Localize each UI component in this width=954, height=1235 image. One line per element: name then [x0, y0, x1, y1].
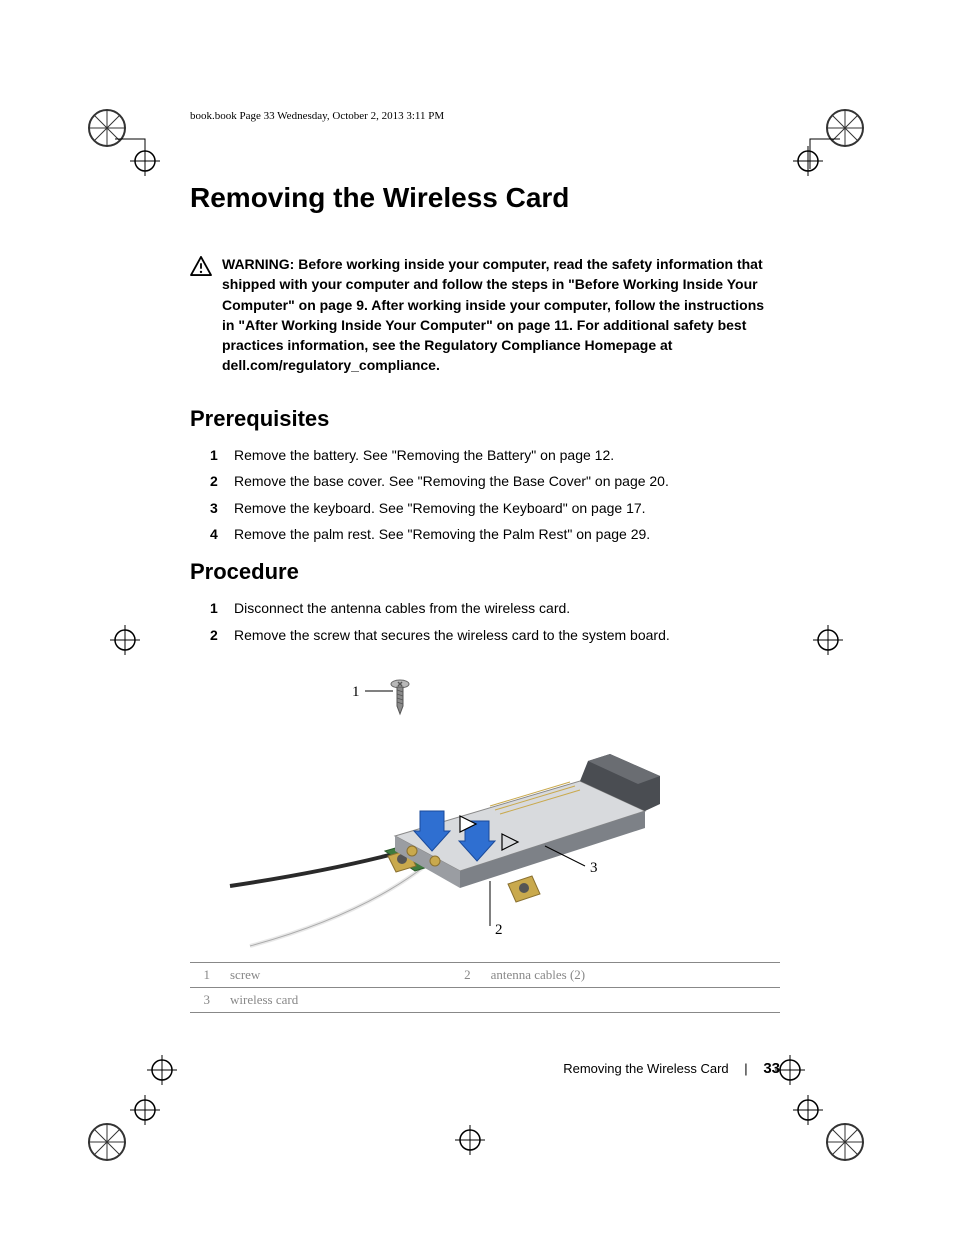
running-head: book.book Page 33 Wednesday, October 2, … — [190, 110, 780, 122]
procedure-list: 1Disconnect the antenna cables from the … — [190, 597, 780, 646]
crosshair-icon — [110, 625, 140, 655]
page-number: 33 — [763, 1060, 780, 1077]
page-content: book.book Page 33 Wednesday, October 2, … — [190, 110, 780, 1013]
page-title: Removing the Wireless Card — [190, 182, 780, 214]
footer-title: Removing the Wireless Card — [563, 1061, 728, 1076]
list-item: 2Remove the screw that secures the wirel… — [210, 624, 780, 646]
warning-text: WARNING: Before working inside your comp… — [222, 254, 780, 376]
crosshair-icon — [793, 1095, 823, 1125]
callout-3: 3 — [590, 860, 598, 876]
list-item: 3Remove the keyboard. See "Removing the … — [210, 497, 780, 519]
warning-icon — [190, 256, 212, 281]
wireless-card-diagram: 1 2 3 — [190, 656, 780, 956]
procedure-heading: Procedure — [190, 559, 780, 585]
callout-1: 1 — [352, 684, 360, 700]
list-item: 1Disconnect the antenna cables from the … — [210, 597, 780, 619]
callout-2: 2 — [495, 922, 503, 938]
list-item: 2Remove the base cover. See "Removing th… — [210, 470, 780, 492]
regmark-icon — [85, 1120, 129, 1164]
crosshair-icon — [455, 1125, 485, 1155]
prerequisites-heading: Prerequisites — [190, 406, 780, 432]
crosshair-icon — [147, 1055, 177, 1085]
crosshair-icon — [813, 625, 843, 655]
regmark-icon — [823, 1120, 867, 1164]
corner-rule-icon — [115, 119, 165, 169]
list-item: 1Remove the battery. See "Removing the B… — [210, 444, 780, 466]
page-footer: Removing the Wireless Card | 33 — [190, 1060, 780, 1077]
table-row: 3 wireless card — [190, 988, 780, 1013]
warning-block: WARNING: Before working inside your comp… — [190, 254, 780, 376]
legend-table: 1 screw 2 antenna cables (2) 3 wireless … — [190, 962, 780, 1013]
corner-rule-icon — [790, 119, 840, 169]
prerequisites-list: 1Remove the battery. See "Removing the B… — [190, 444, 780, 546]
list-item: 4Remove the palm rest. See "Removing the… — [210, 523, 780, 545]
crosshair-icon — [130, 1095, 160, 1125]
table-row: 1 screw 2 antenna cables (2) — [190, 963, 780, 988]
